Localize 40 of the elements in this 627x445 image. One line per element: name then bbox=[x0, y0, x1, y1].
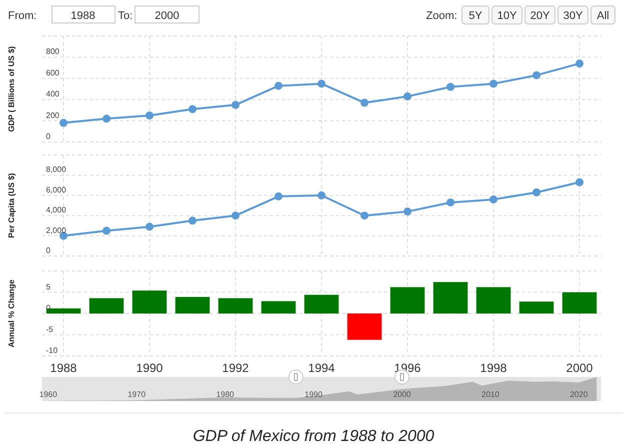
text: All bbox=[596, 10, 610, 22]
y-tick-label: 0 bbox=[46, 132, 51, 141]
y-tick-label: -5 bbox=[46, 324, 54, 334]
y-tick-label: 5 bbox=[46, 282, 51, 292]
text: 2000 bbox=[154, 10, 180, 22]
text: GDP of Mexico from 1988 to 2000 bbox=[192, 428, 434, 445]
text: To: bbox=[118, 10, 133, 22]
y-axis-title: Per Capita (US $) bbox=[7, 172, 16, 238]
y-tick-label: 0 bbox=[46, 246, 51, 255]
x-tick-label: 1994 bbox=[308, 361, 336, 375]
x-tick-label: 2020 bbox=[570, 390, 588, 399]
x-tick-label: 1990 bbox=[304, 390, 323, 399]
x-tick-label: 1970 bbox=[128, 390, 146, 399]
y-tick-label: 200 bbox=[46, 110, 60, 120]
y-tick-label: 8,000 bbox=[46, 165, 67, 174]
x-tick-label: 2010 bbox=[482, 390, 500, 399]
y-axis-title: Annual % Change bbox=[7, 278, 16, 348]
text: 5Y bbox=[468, 10, 483, 22]
x-tick-label: 2000 bbox=[393, 390, 412, 399]
y-tick-label: -10 bbox=[46, 346, 58, 355]
text: From: bbox=[8, 10, 37, 22]
y-tick-label: 600 bbox=[46, 68, 60, 78]
text: 20Y bbox=[530, 10, 550, 22]
text: 10Y bbox=[497, 10, 518, 22]
x-tick-label: 1998 bbox=[480, 361, 508, 375]
y-tick-label: 4,000 bbox=[46, 206, 67, 215]
y-axis-title: GDP ( Billions of US $) bbox=[7, 46, 16, 132]
text: 30Y bbox=[563, 10, 584, 22]
y-tick-label: 400 bbox=[46, 90, 60, 99]
x-tick-label: 1980 bbox=[216, 390, 235, 399]
text: 1988 bbox=[70, 10, 96, 22]
x-tick-label: 1992 bbox=[222, 361, 250, 375]
x-tick-label: 1960 bbox=[39, 390, 58, 399]
y-tick-label: 2,000 bbox=[46, 226, 67, 235]
x-tick-label: 1988 bbox=[50, 361, 78, 375]
y-tick-label: 800 bbox=[46, 47, 60, 56]
x-tick-label: 1990 bbox=[136, 361, 164, 375]
x-tick-label: 2000 bbox=[566, 361, 594, 375]
y-tick-label: 6,000 bbox=[46, 185, 67, 194]
text: Zoom: bbox=[426, 10, 458, 22]
